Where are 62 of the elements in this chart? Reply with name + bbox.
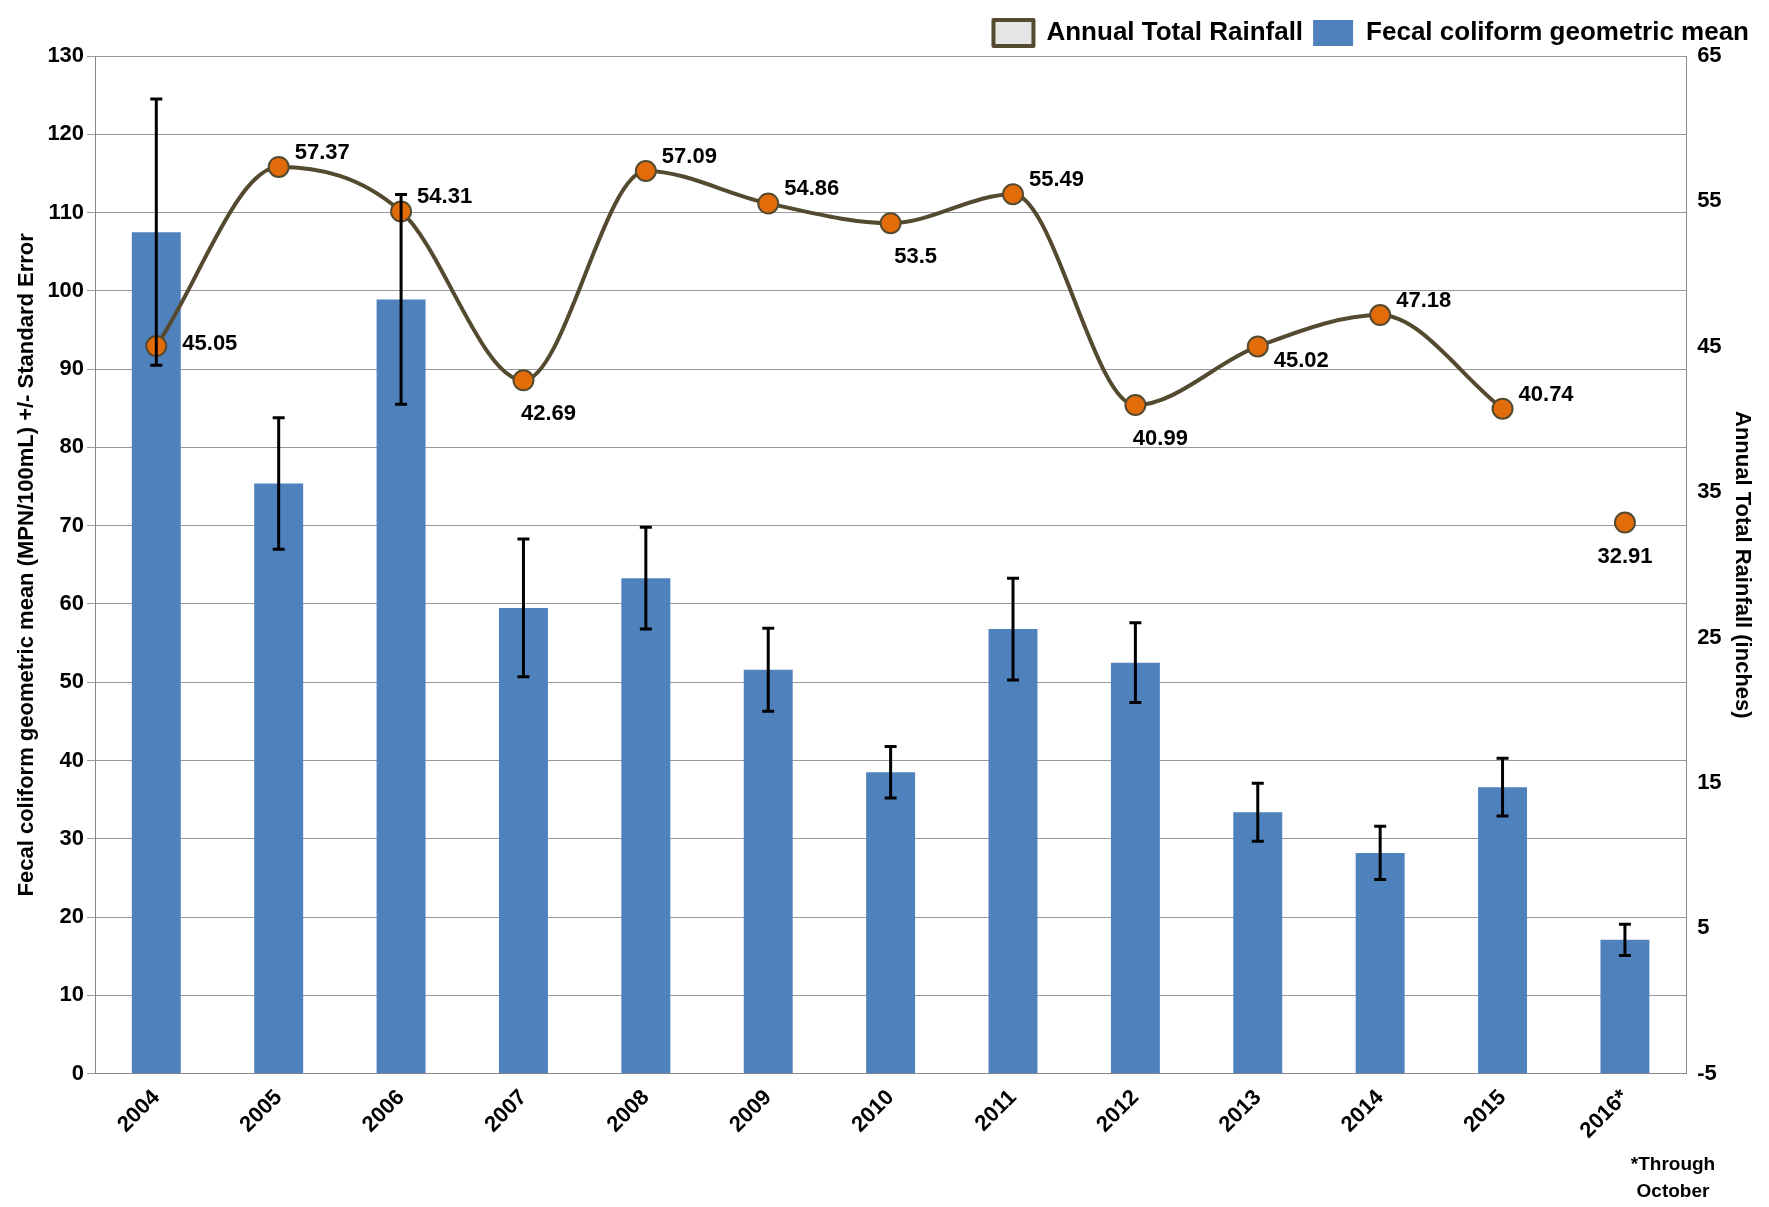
y-tick-label: 80 [59,433,85,459]
point [634,160,657,182]
bar [1600,939,1650,1074]
data-label: 53.5 [894,243,938,269]
point [267,155,290,178]
point [1002,183,1024,206]
y2-axis-title: Annual Total Rainfall (inches) [1730,411,1756,719]
point [1369,304,1392,327]
bar [498,607,548,1074]
text: *Through October [1629,1152,1717,1203]
y-tick-label: 120 [47,120,85,146]
point [879,212,902,235]
y-tick-label: 20 [59,903,85,929]
bar [254,483,304,1074]
point [1613,511,1636,534]
data-label: 45.02 [1273,346,1329,372]
y2-tick-label: -5 [1697,1059,1717,1085]
point [1491,397,1514,420]
bar [1478,787,1528,1074]
point [1246,335,1269,358]
y-tick-label: 110 [48,198,85,224]
y2-tick-label: 35 [1697,478,1722,504]
bar [1355,852,1405,1074]
bar [376,299,426,1074]
data-label: 55.49 [1029,166,1085,192]
y-axis-title: Fecal coliform geometric mean (MPN/100mL) +/- Standard Error [13,232,39,897]
y-tick-label: 70 [59,511,85,537]
y-tick-label: 30 [59,824,85,850]
y2-tick-label: 25 [1697,623,1722,649]
point [1124,394,1147,417]
y2-tick-label: 15 [1697,768,1722,794]
data-label: 40.74 [1518,380,1575,406]
data-label: 45.05 [182,330,238,356]
y-tick-label: 10 [59,981,85,1007]
bar [866,772,916,1074]
legend-label: Annual Total Rainfall [1046,16,1304,47]
point [757,192,780,215]
data-label: 47.18 [1396,287,1452,313]
data-label: 57.37 [294,138,350,164]
data-label: 54.86 [784,175,840,201]
data-label: 57.09 [661,143,717,169]
y-tick-label: 40 [59,746,85,772]
y-tick-label: 130 [47,42,85,68]
y-tick-label: 100 [47,276,85,302]
y2-tick-label: 5 [1697,914,1710,940]
data-label: 54.31 [417,183,473,209]
bar [621,578,671,1074]
y2-tick-label: 45 [1697,332,1722,358]
y2-tick-label: 55 [1697,187,1722,213]
bar [743,669,793,1074]
bar [131,232,181,1074]
data-label: 42.69 [520,400,576,426]
point [512,369,535,392]
bar [1110,662,1160,1074]
y-tick-label: 60 [59,590,85,616]
y-tick-label: 0 [71,1059,85,1085]
data-label: 40.99 [1132,425,1188,451]
data-label: 32.91 [1597,542,1653,568]
bar [988,629,1038,1074]
bar [1233,812,1283,1074]
y-tick-label: 50 [59,668,85,694]
y-tick-label: 90 [59,355,85,381]
